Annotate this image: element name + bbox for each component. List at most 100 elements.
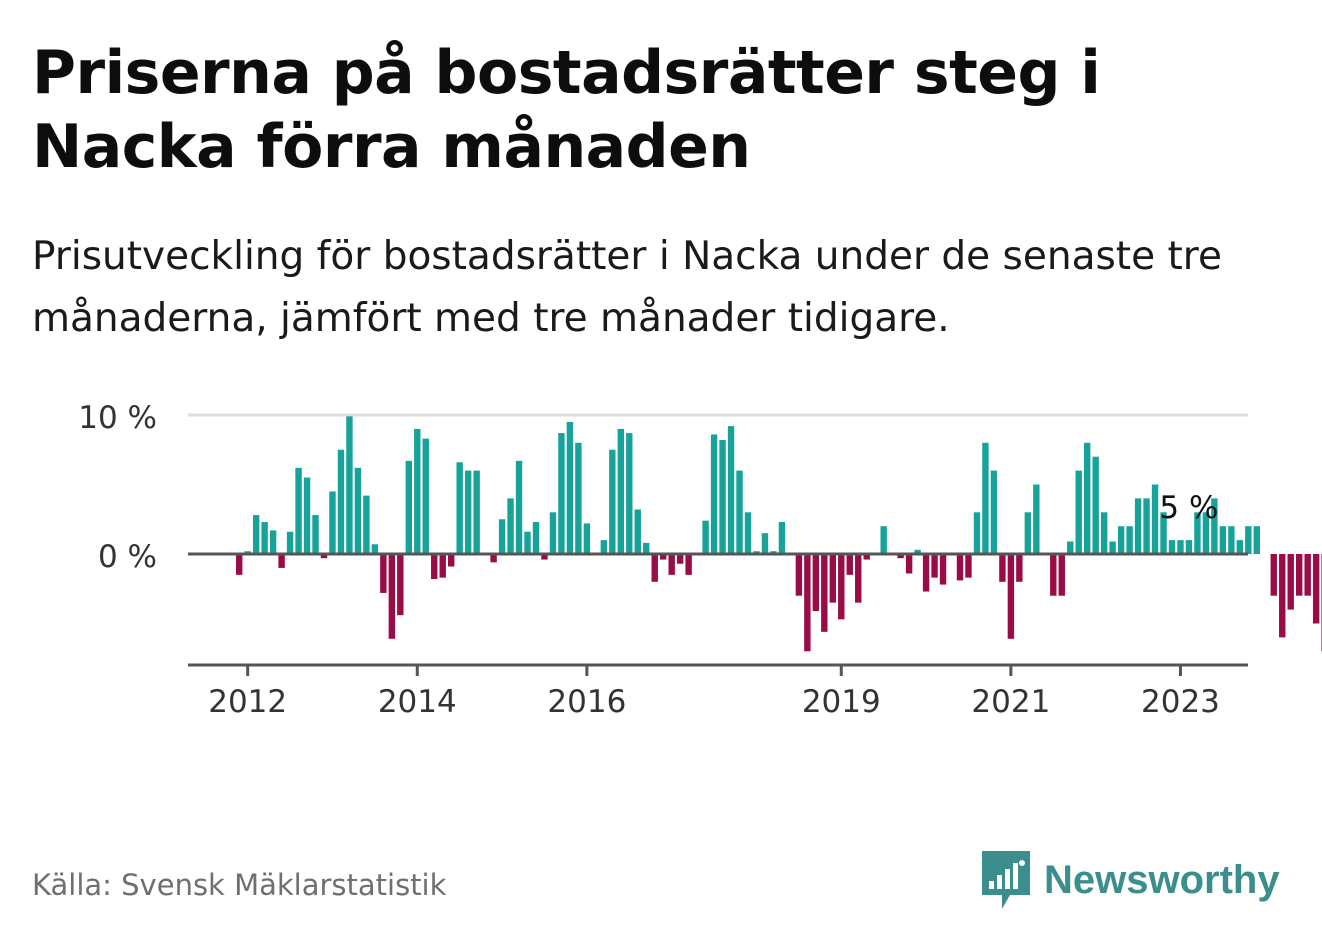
bars [236, 416, 1322, 652]
bar [1185, 540, 1193, 554]
bar [1117, 526, 1125, 554]
bar [914, 549, 921, 554]
bar [982, 442, 989, 554]
newsworthy-logo-icon [982, 851, 1030, 909]
bar [812, 554, 820, 611]
bar [236, 554, 243, 575]
y-tick-label: 0 % [98, 539, 157, 575]
bar [397, 554, 404, 616]
bar [1245, 526, 1252, 554]
bar [1211, 498, 1218, 554]
chart-subtitle: Prisutveckling för bostadsrätter i Nacka… [32, 234, 1222, 341]
bar [880, 526, 887, 554]
bar [346, 416, 353, 554]
bar [329, 491, 336, 554]
bar [905, 554, 913, 574]
bar [583, 523, 591, 554]
bar [1228, 526, 1235, 554]
bar [795, 554, 803, 596]
bar [744, 512, 752, 554]
bar [829, 554, 836, 603]
bar [651, 554, 658, 582]
bar [727, 426, 735, 554]
bar [566, 421, 574, 554]
bar [676, 554, 684, 564]
bar [524, 531, 531, 554]
bar [1100, 512, 1108, 554]
bar [388, 554, 396, 639]
bar [643, 542, 650, 554]
bar [312, 515, 319, 554]
x-tick-label: 2012 [208, 684, 287, 720]
bar [261, 522, 268, 554]
bar [354, 467, 362, 554]
bar [558, 433, 565, 554]
bar [956, 554, 964, 581]
bar [804, 554, 811, 652]
bar [1134, 498, 1142, 554]
bar [778, 522, 786, 554]
bar [897, 554, 904, 559]
bar [965, 554, 972, 578]
bar [498, 519, 506, 554]
bar [973, 512, 981, 554]
brand-name: Newsworthy [1044, 857, 1280, 902]
bar [1092, 456, 1099, 554]
bar [1270, 554, 1277, 596]
bar [380, 554, 387, 593]
bar [1007, 554, 1015, 639]
bar [1050, 554, 1057, 596]
bar [846, 554, 853, 575]
bar [626, 433, 633, 554]
bar [1024, 512, 1032, 554]
labels: 0 % 10 % 2012 2014 2016 2019 2021 2023 5 % [78, 400, 1220, 720]
bar [1109, 541, 1116, 554]
bar [295, 467, 302, 554]
bar [1084, 442, 1091, 554]
bar [414, 428, 421, 554]
bar [1143, 498, 1150, 554]
bar [473, 470, 480, 554]
axes [188, 552, 1248, 676]
x-tick-label: 2016 [547, 684, 626, 720]
bar [761, 533, 769, 554]
bar [575, 442, 582, 554]
bar [448, 554, 455, 567]
bar [1075, 470, 1082, 554]
bar [337, 449, 345, 554]
bar [1058, 554, 1065, 596]
bar [1160, 512, 1167, 554]
bar [541, 554, 548, 560]
bar [634, 509, 641, 554]
bar [702, 520, 709, 554]
bar [1067, 541, 1074, 554]
bar [269, 530, 277, 554]
bar [999, 554, 1006, 582]
bar [1202, 512, 1210, 554]
y-tick-label: 10 % [78, 400, 157, 436]
bar [710, 434, 718, 554]
bar [668, 554, 675, 575]
bar [515, 460, 523, 554]
bar [252, 515, 260, 554]
bar [278, 554, 285, 568]
bar [464, 470, 472, 554]
bar [363, 495, 370, 554]
bar [1296, 554, 1303, 596]
bar [617, 428, 624, 554]
chart-title: Priserna på bostadsrätter steg i Nacka f… [32, 38, 1101, 182]
brand-logo[interactable]: Newsworthy [980, 848, 1280, 912]
bar [1033, 484, 1040, 554]
bar [838, 554, 845, 620]
bar [1253, 526, 1260, 554]
bar [922, 554, 930, 592]
bar [1168, 540, 1176, 554]
bar [1177, 540, 1184, 554]
bar [507, 498, 514, 554]
bar [863, 554, 870, 560]
bar [1236, 540, 1244, 554]
bar [532, 522, 540, 554]
bar [456, 462, 463, 554]
bar [1279, 554, 1286, 638]
x-tick-label: 2021 [971, 684, 1050, 720]
